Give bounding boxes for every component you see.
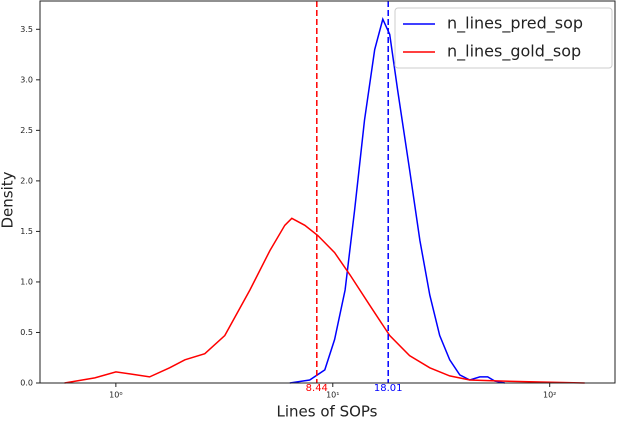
mean-label: 18.01 <box>374 383 403 394</box>
y-axis-label: Density <box>0 171 17 228</box>
y-tick-label: 2.5 <box>20 126 33 135</box>
x-tick-label: 10¹ <box>326 391 339 400</box>
density-line <box>289 16 505 384</box>
y-tick-label: 3.0 <box>20 75 33 84</box>
y-tick-label: 3.5 <box>20 25 33 34</box>
legend <box>394 7 613 69</box>
y-tick-label: 1.0 <box>20 277 33 286</box>
density-line <box>64 217 585 384</box>
x-tick-label: 10⁰ <box>109 391 122 400</box>
y-tick-label: 0.5 <box>20 328 33 337</box>
mean-label: 8.44 <box>306 383 328 394</box>
axes-frame <box>39 0 616 384</box>
y-tick-label: 0.0 <box>20 379 33 388</box>
legend-label: n_lines_pred_sop <box>447 14 583 34</box>
y-tick-label: 1.5 <box>20 227 33 236</box>
x-tick-label: 10² <box>543 391 556 400</box>
legend-label: n_lines_gold_sop <box>447 42 581 62</box>
x-axis-label: Lines of SOPs <box>277 403 378 421</box>
y-tick-label: 2.0 <box>20 176 33 185</box>
